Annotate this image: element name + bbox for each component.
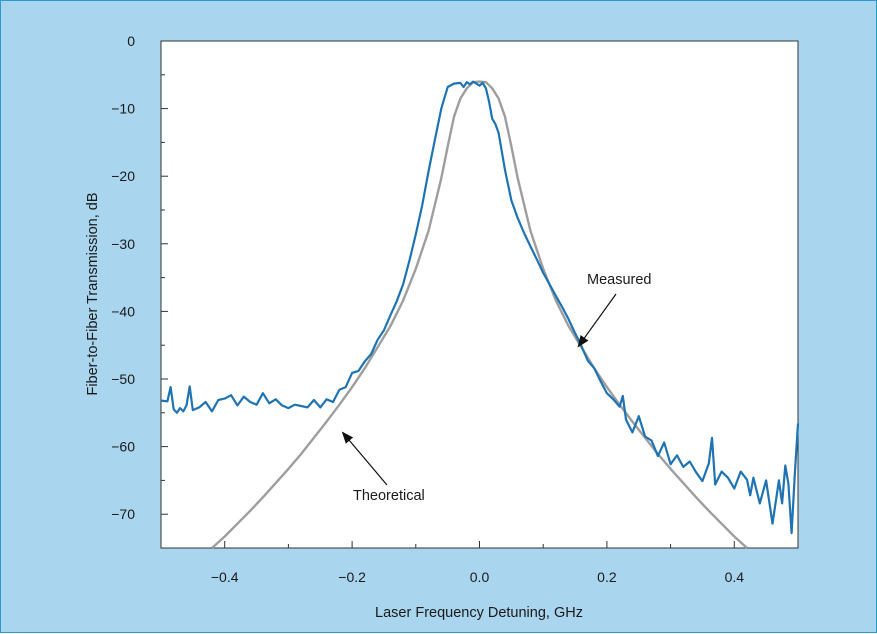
y-tick-label: −50: [111, 371, 135, 387]
x-tick-label: −0.4: [211, 569, 239, 585]
annotations-layer: Measured Theoretical: [341, 272, 651, 504]
x-tick-label: 0.4: [725, 569, 745, 585]
series-layer: [160, 80, 800, 549]
tick-labels: −0.4 −0.2 0.0 0.2 0.4 0 −10 −20 −30 −40 −50 −60 −70: [111, 33, 744, 585]
x-axis-title: Laser Frequency Detuning, GHz: [375, 605, 583, 621]
x-tick-label: −0.2: [338, 569, 366, 585]
y-tick-label: −20: [111, 168, 135, 184]
annotation-theoretical: Theoretical: [353, 488, 425, 504]
x-tick-label: 0.2: [597, 569, 617, 585]
y-tick-label: −40: [111, 303, 135, 319]
series-theoretical-line: [211, 80, 748, 549]
y-axis-title: Fiber-to-Fiber Transmission, dB: [85, 192, 101, 395]
annotation-arrow-theoretical: [341, 431, 388, 486]
y-tick-label: −70: [111, 506, 135, 522]
series-measured-line: [160, 80, 800, 535]
y-tick-label: −30: [111, 236, 135, 252]
y-tick-label: −60: [111, 439, 135, 455]
y-tick-label: 0: [127, 33, 135, 49]
y-tick-label: −10: [111, 101, 135, 117]
plot-area: [160, 40, 799, 549]
annotation-measured: Measured: [587, 272, 651, 288]
x-tick-label: 0.0: [470, 569, 490, 585]
annotation-arrow-measured: [577, 293, 617, 348]
axis-ticks: [160, 40, 799, 549]
